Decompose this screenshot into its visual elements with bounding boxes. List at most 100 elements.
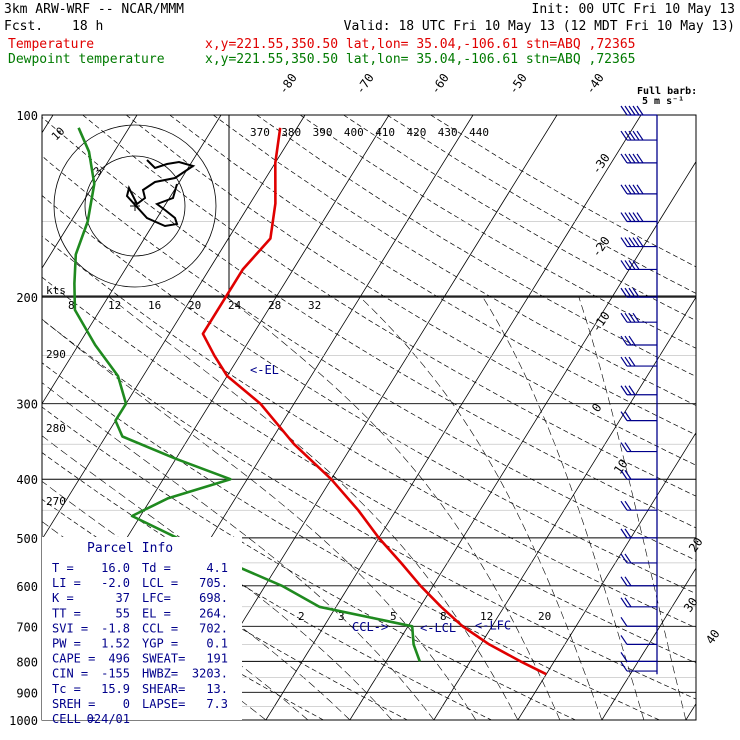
wind-barb-flag	[624, 237, 632, 247]
parcel-value: 4.1	[206, 561, 228, 575]
wind-barb-flag	[620, 616, 628, 627]
wind-barb-flag	[624, 442, 632, 452]
parcel-value: 0.1	[206, 637, 228, 651]
wind-barb	[620, 237, 657, 248]
wind-barb-flag	[624, 153, 632, 164]
parcel-label: SHEAR=	[142, 682, 185, 696]
mixing-ratio-label: 2	[298, 610, 305, 623]
pressure-tick-label: 1000	[9, 714, 38, 728]
isotherm-tick-label: -60	[428, 71, 452, 97]
moist-adiabat-line	[482, 296, 645, 720]
hodograph-speed-label: 8	[68, 299, 75, 312]
pressure-tick-label: 500	[16, 532, 38, 546]
isotherm-tick-label: -20	[589, 234, 613, 260]
parcel-value: 16.0	[101, 561, 130, 575]
wind-barb-flag	[628, 287, 636, 298]
wind-barb	[620, 184, 657, 195]
wind-barb-flag	[620, 528, 628, 539]
wind-barb-flag	[624, 500, 632, 511]
parcel-label: CIN =	[52, 667, 88, 681]
parcel-label: LAPSE=	[142, 697, 185, 711]
pressure-tick-label: 800	[16, 655, 38, 669]
wind-barb-flag	[628, 312, 636, 323]
wind-barb	[620, 576, 657, 587]
level-annotation: <-LCL	[420, 621, 456, 635]
parcel-value: 698.	[199, 591, 228, 605]
wind-barb-flag	[624, 385, 632, 396]
wind-barb	[620, 442, 657, 453]
wind-barb-flag	[620, 500, 628, 511]
wind-barb-flag	[620, 576, 628, 587]
pressure-tick-label: 600	[16, 580, 38, 594]
wind-barb	[620, 335, 657, 346]
model-title: 3km ARW-WRF -- NCAR/MMM	[4, 2, 184, 17]
parcel-value: 55	[116, 606, 130, 620]
wind-barb-flag	[628, 184, 636, 195]
isotherm-tick-label: -10	[589, 309, 613, 335]
pressure-tick-label: 100	[16, 109, 38, 123]
parcel-label: CAPE =	[52, 652, 95, 666]
wind-barb-flag	[620, 635, 628, 645]
parcel-value: -1.8	[101, 621, 130, 635]
mixing-ratio-label: 12	[480, 610, 493, 623]
parcel-value: 1.52	[101, 637, 130, 651]
dry-adiabat-line	[343, 115, 696, 322]
parcel-label: LCL =	[142, 576, 178, 590]
parcel-label: PW =	[52, 637, 81, 651]
dewpoint-location: x,y=221.55,350.50 lat,lon= 35.04,-106.61…	[205, 52, 635, 67]
isotherm-line	[349, 160, 696, 720]
wind-barb-flag	[628, 335, 636, 346]
wind-barb-flag	[624, 212, 632, 222]
wind-barb-flag	[628, 356, 636, 367]
theta-tick-label: 420	[407, 126, 427, 139]
hodograph-ring-label: 10	[49, 125, 68, 144]
wind-barb-flag	[624, 287, 632, 298]
wind-barb	[620, 287, 657, 298]
parcel-label: LI =	[52, 576, 81, 590]
parcel-label: Tc =	[52, 682, 81, 696]
parcel-value: 37	[116, 591, 130, 605]
theta-tick-label: 440	[469, 126, 489, 139]
isotherm-tick-label: -50	[506, 71, 530, 97]
hodograph-trace	[125, 159, 196, 228]
wind-barb	[620, 597, 657, 608]
moist-adiabat-line	[42, 480, 351, 720]
theta-left-tick-label: 280	[46, 422, 66, 435]
wind-barb-flag	[624, 130, 632, 141]
wind-barb-flag	[632, 130, 640, 141]
wind-barb-flag	[624, 260, 632, 270]
mixing-ratio-label: 20	[538, 610, 551, 623]
wind-barb-flag	[620, 442, 628, 452]
wind-barb-flag	[636, 105, 644, 116]
wind-barb-flag	[620, 184, 628, 195]
theta-tick-label: 430	[438, 126, 458, 139]
wind-barb-flag	[636, 153, 644, 164]
parcel-label: SWEAT=	[142, 652, 185, 666]
isotherm-tick-label: 40	[703, 627, 723, 647]
wind-barb-flag	[620, 652, 628, 662]
theta-tick-label: 380	[281, 126, 301, 139]
mixing-ratio-label: 3	[338, 610, 345, 623]
level-annotations: <-EL CCL-> <-LCL <-LFC	[250, 363, 511, 635]
wind-barbs	[620, 105, 658, 675]
pressure-tick-label: 300	[16, 398, 38, 412]
theta-left-tick-label: 270	[46, 495, 66, 508]
hodograph-speed-label: 16	[148, 299, 161, 312]
parcel-value: 702.	[199, 621, 228, 635]
parcel-label: YGP =	[142, 637, 178, 651]
isotherm-tick-label: -30	[589, 151, 613, 177]
hodograph-ring	[53, 124, 217, 288]
wind-barb	[620, 411, 657, 422]
wind-barb-flag	[624, 411, 632, 421]
hodograph-units-label: kts	[46, 284, 66, 297]
hodograph-speed-label: 12	[108, 299, 121, 312]
wind-barb-flag	[628, 237, 636, 247]
parcel-value: 7.3	[206, 697, 228, 711]
wind-barb-flag	[620, 105, 628, 116]
wind-barb-flag	[620, 597, 628, 608]
wind-barb	[620, 356, 657, 367]
theta-tick-label: 390	[313, 126, 333, 139]
pressure-tick-label: 400	[16, 473, 38, 487]
wind-barb-flag	[628, 385, 636, 396]
